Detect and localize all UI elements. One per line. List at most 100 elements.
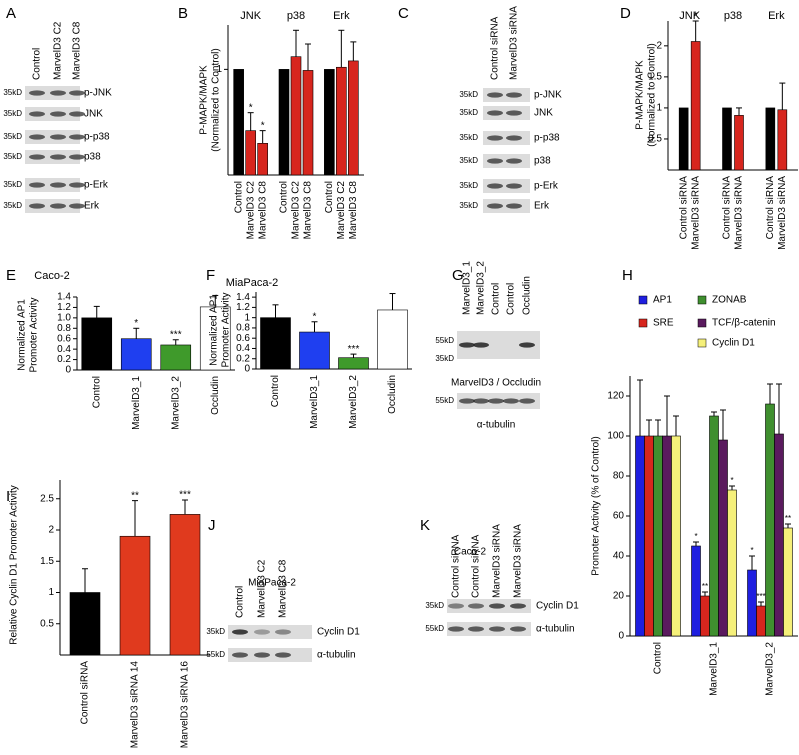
band [29,111,45,117]
bar [336,66,347,176]
x-tick-label: Control [279,181,290,213]
band [519,342,535,348]
blot-label: MarvelD3 / Occludin [451,378,541,389]
y-tick-label: 1 [244,312,250,323]
blot-label: Cyclin D1 [317,627,360,638]
blot-label: p-Erk [534,181,559,192]
band [506,158,522,164]
legend-label: ZONAB [712,295,747,306]
x-tick-label: MarvelD3 C2 [245,181,256,240]
band [29,182,45,188]
bar [199,306,231,371]
legend-label: TCF/β-catenin [712,318,776,329]
x-tick-label: MarvelD3 siRNA [777,176,788,250]
blot-label: p-p38 [534,133,560,144]
x-tick-label: Control siRNA [722,176,733,240]
band [29,90,45,96]
bar [120,338,152,371]
band [487,158,503,164]
y-tick-label: 0.4 [57,344,71,355]
y-tick-label: 20 [613,591,625,602]
size-marker: 55kD [425,624,444,633]
band [510,626,526,632]
bar [777,109,788,171]
y-tick-label: 40 [613,551,625,562]
y-tick-label: 0.2 [236,353,250,364]
y-tick-label: 100 [607,431,624,442]
blot-label: p38 [534,156,551,167]
bar [338,357,369,370]
bar [774,433,784,637]
band [487,135,503,141]
panel-letter: K [420,517,430,534]
size-marker: 35kD [3,109,22,118]
lane-label: MarvelD3 C2 [53,21,64,80]
significance: * [134,318,138,329]
x-tick-label: Control [233,181,244,213]
y-tick-label: 0.4 [236,343,250,354]
bar [324,69,335,176]
bar [119,535,151,656]
lane-label: Control siRNA [451,534,462,598]
band [489,626,505,632]
significance: * [261,120,265,131]
y-tick-label: 80 [613,471,625,482]
significance: ** [131,490,139,501]
bar [348,60,359,176]
significance: ** [702,582,708,591]
y-tick-label: 1.5 [40,556,54,567]
size-marker: 35kD [3,88,22,97]
band [519,398,535,404]
significance: * [750,546,753,555]
chart-title: Caco-2 [34,270,69,282]
x-tick-label: Control siRNA [765,176,776,240]
size-marker: 35kD [3,180,22,189]
band [69,134,85,140]
band [506,183,522,189]
bar [260,317,291,370]
panel-letter: D [620,5,631,22]
size-marker: 55kD [206,650,225,659]
y-axis-label: Promoter Activity [221,292,232,367]
x-tick-label: Control siRNA [80,661,91,725]
band [487,110,503,116]
lane-label: Control [506,283,517,315]
band [50,203,66,209]
y-tick-label: 0.6 [57,333,71,344]
chart-title: MiaPaca-2 [226,277,279,289]
y-axis-label: Promoter Activity (% of Control) [591,436,602,575]
significance: * [694,11,698,22]
group-label: p38 [724,10,742,22]
bar [245,130,256,176]
x-tick-label: MarvelD3_2 [170,376,181,430]
y-tick-label: 2 [656,40,662,51]
bar [700,595,710,637]
y-axis-label: P-MAPK/MAPK [199,65,210,135]
panel-letter: F [206,267,215,284]
group-label: JNK [240,10,261,22]
band [488,398,504,404]
band [506,135,522,141]
bar [671,435,681,637]
lane-label: MarvelD3_1 [462,261,473,315]
x-tick-label: Occludin [210,376,221,415]
bar [718,439,728,637]
y-axis-label: Promoter Activity [29,297,40,372]
size-marker: 55kD [435,396,454,405]
band [487,92,503,98]
band [50,111,66,117]
band [506,110,522,116]
legend-swatch [697,338,707,348]
bar [734,115,744,171]
y-axis-label: Normalized AP1 [17,299,28,371]
y-tick-label: 0 [618,631,624,642]
bar [290,56,302,176]
bar [756,605,766,637]
legend-label: SRE [653,318,674,329]
bar [678,107,689,171]
band [487,183,503,189]
bar [233,69,244,176]
bar [783,527,793,637]
bar [257,143,268,176]
lane-label: Control [32,48,43,80]
